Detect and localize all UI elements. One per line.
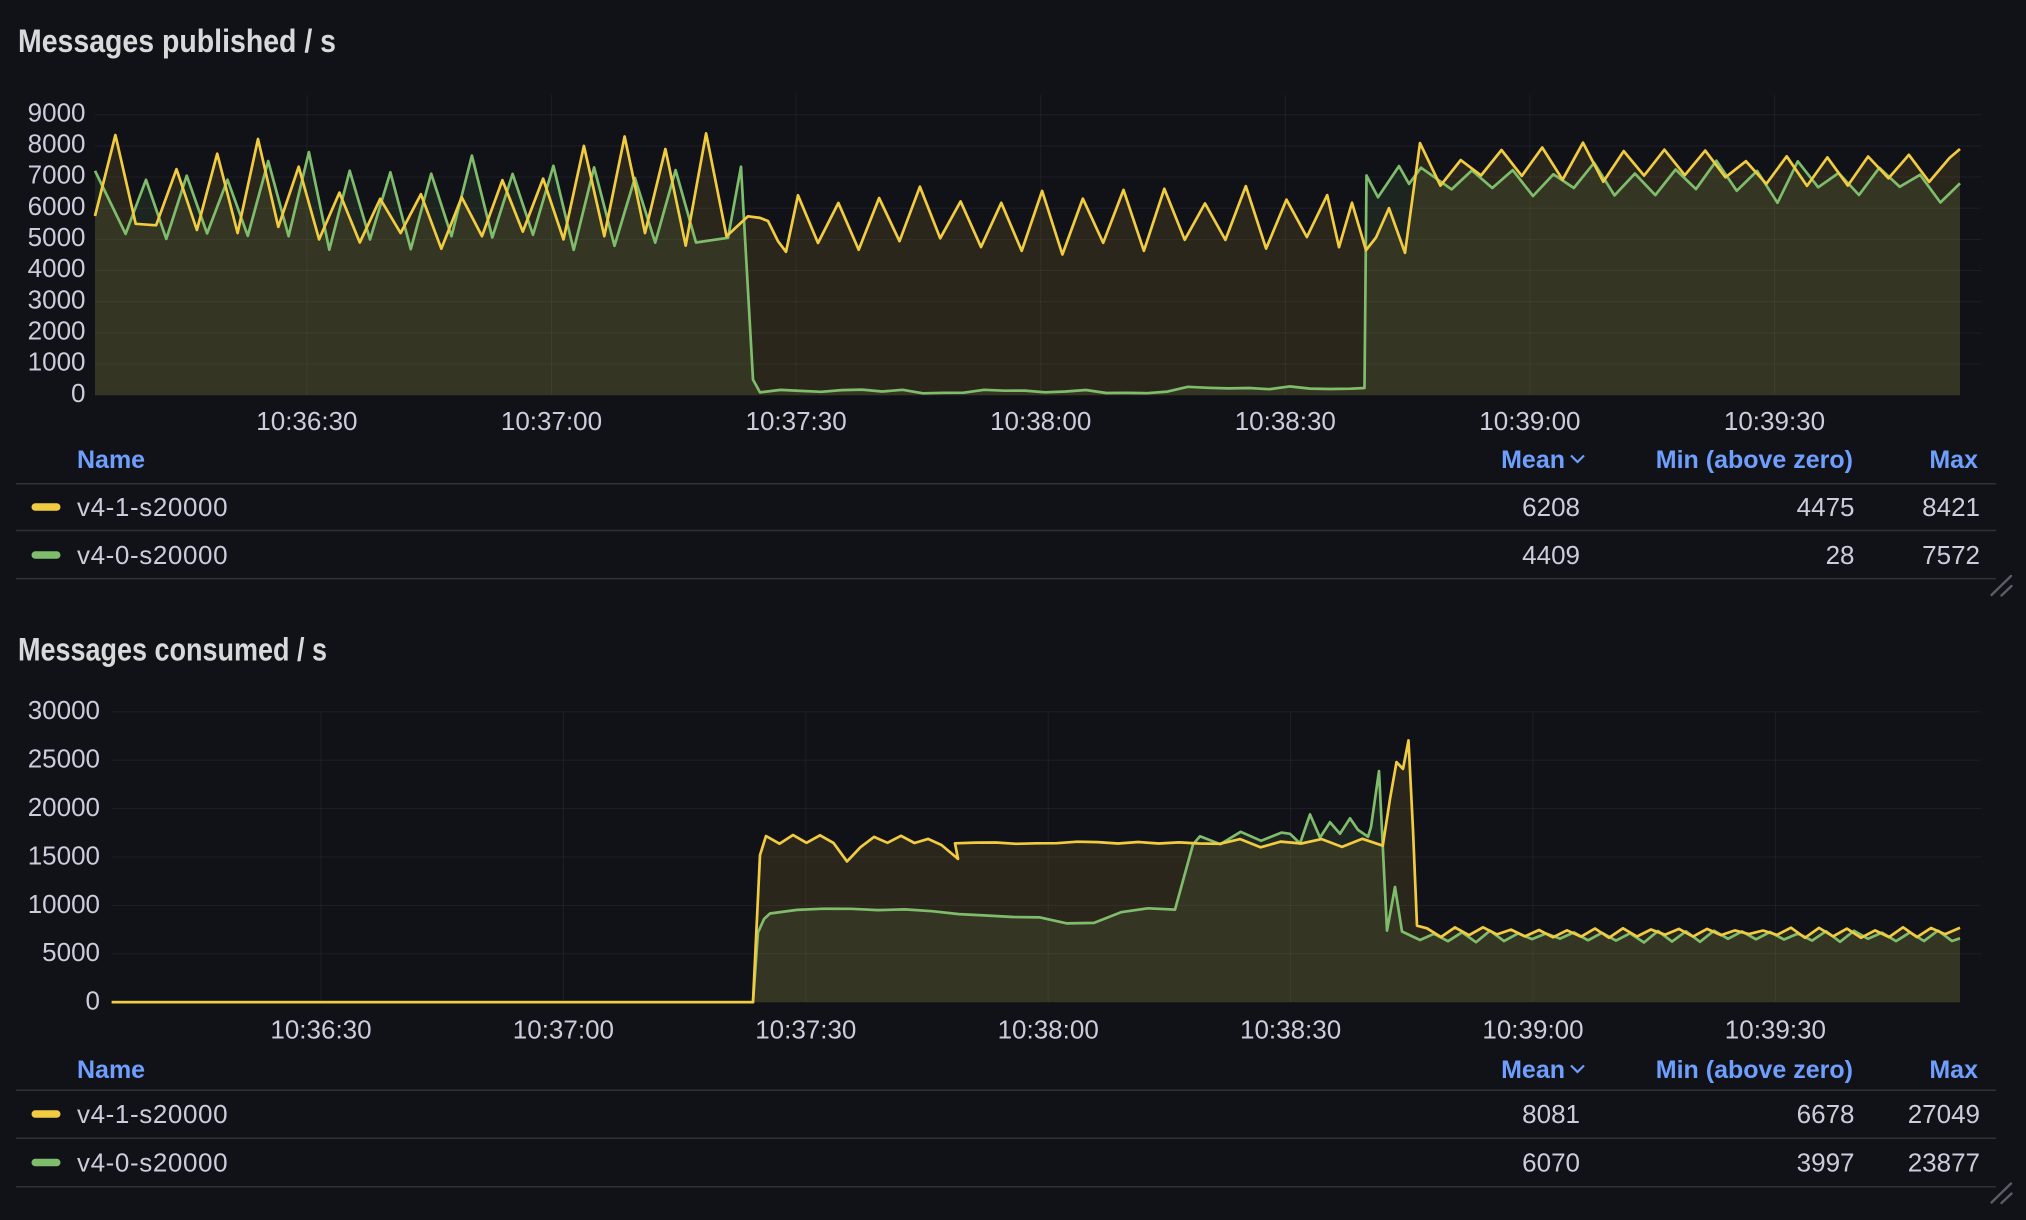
- svg-text:v4-0-s20000: v4-0-s20000: [77, 1148, 228, 1178]
- svg-text:v4-1-s20000: v4-1-s20000: [77, 492, 228, 522]
- svg-text:2000: 2000: [28, 316, 86, 346]
- svg-text:20000: 20000: [28, 792, 100, 822]
- svg-text:23877: 23877: [1908, 1148, 1980, 1178]
- svg-text:10:37:30: 10:37:30: [745, 406, 846, 436]
- svg-text:27049: 27049: [1908, 1099, 1980, 1129]
- svg-text:10:38:30: 10:38:30: [1240, 1015, 1341, 1045]
- svg-text:6070: 6070: [1522, 1148, 1580, 1178]
- svg-text:10:36:30: 10:36:30: [256, 406, 357, 436]
- svg-text:10:37:00: 10:37:00: [513, 1015, 614, 1045]
- svg-text:10000: 10000: [28, 889, 100, 919]
- svg-text:0: 0: [71, 378, 85, 408]
- svg-text:4409: 4409: [1522, 540, 1580, 570]
- svg-text:v4-1-s20000: v4-1-s20000: [77, 1099, 228, 1129]
- svg-text:7000: 7000: [28, 160, 86, 190]
- svg-text:15000: 15000: [28, 840, 100, 870]
- svg-text:6000: 6000: [28, 191, 86, 221]
- svg-text:8081: 8081: [1522, 1099, 1580, 1129]
- svg-text:10:36:30: 10:36:30: [270, 1015, 371, 1045]
- svg-text:8000: 8000: [28, 129, 86, 159]
- svg-text:Messages consumed / s: Messages consumed / s: [18, 632, 327, 668]
- svg-text:6208: 6208: [1522, 492, 1580, 522]
- svg-text:10:37:30: 10:37:30: [755, 1015, 856, 1045]
- svg-text:10:39:00: 10:39:00: [1482, 1015, 1583, 1045]
- svg-text:10:38:30: 10:38:30: [1235, 406, 1336, 436]
- svg-text:10:39:00: 10:39:00: [1479, 406, 1580, 436]
- svg-text:Max: Max: [1929, 446, 1978, 474]
- svg-text:4475: 4475: [1797, 492, 1855, 522]
- svg-text:9000: 9000: [28, 97, 86, 127]
- svg-text:Min (above zero): Min (above zero): [1656, 1056, 1853, 1084]
- svg-text:3000: 3000: [28, 284, 86, 314]
- svg-text:0: 0: [86, 986, 100, 1016]
- svg-text:1000: 1000: [28, 347, 86, 377]
- svg-text:8421: 8421: [1922, 492, 1980, 522]
- svg-text:4000: 4000: [28, 253, 86, 283]
- svg-text:Messages published / s: Messages published / s: [18, 23, 336, 59]
- svg-text:5000: 5000: [28, 222, 86, 252]
- svg-text:30000: 30000: [28, 695, 100, 725]
- svg-text:7572: 7572: [1922, 540, 1980, 570]
- svg-text:Mean: Mean: [1501, 1056, 1565, 1084]
- svg-text:Min (above zero): Min (above zero): [1656, 446, 1853, 474]
- svg-text:10:39:30: 10:39:30: [1725, 1015, 1826, 1045]
- svg-text:3997: 3997: [1797, 1148, 1855, 1178]
- svg-text:Name: Name: [77, 446, 145, 474]
- svg-text:Name: Name: [77, 1056, 145, 1084]
- svg-text:6678: 6678: [1797, 1099, 1855, 1129]
- svg-text:5000: 5000: [42, 937, 100, 967]
- svg-text:10:38:00: 10:38:00: [998, 1015, 1099, 1045]
- svg-text:10:37:00: 10:37:00: [501, 406, 602, 436]
- svg-text:25000: 25000: [28, 744, 100, 774]
- svg-text:28: 28: [1826, 540, 1855, 570]
- svg-text:Mean: Mean: [1501, 446, 1565, 474]
- svg-text:v4-0-s20000: v4-0-s20000: [77, 540, 228, 570]
- svg-text:10:38:00: 10:38:00: [990, 406, 1091, 436]
- svg-text:Max: Max: [1929, 1056, 1978, 1084]
- svg-text:10:39:30: 10:39:30: [1724, 406, 1825, 436]
